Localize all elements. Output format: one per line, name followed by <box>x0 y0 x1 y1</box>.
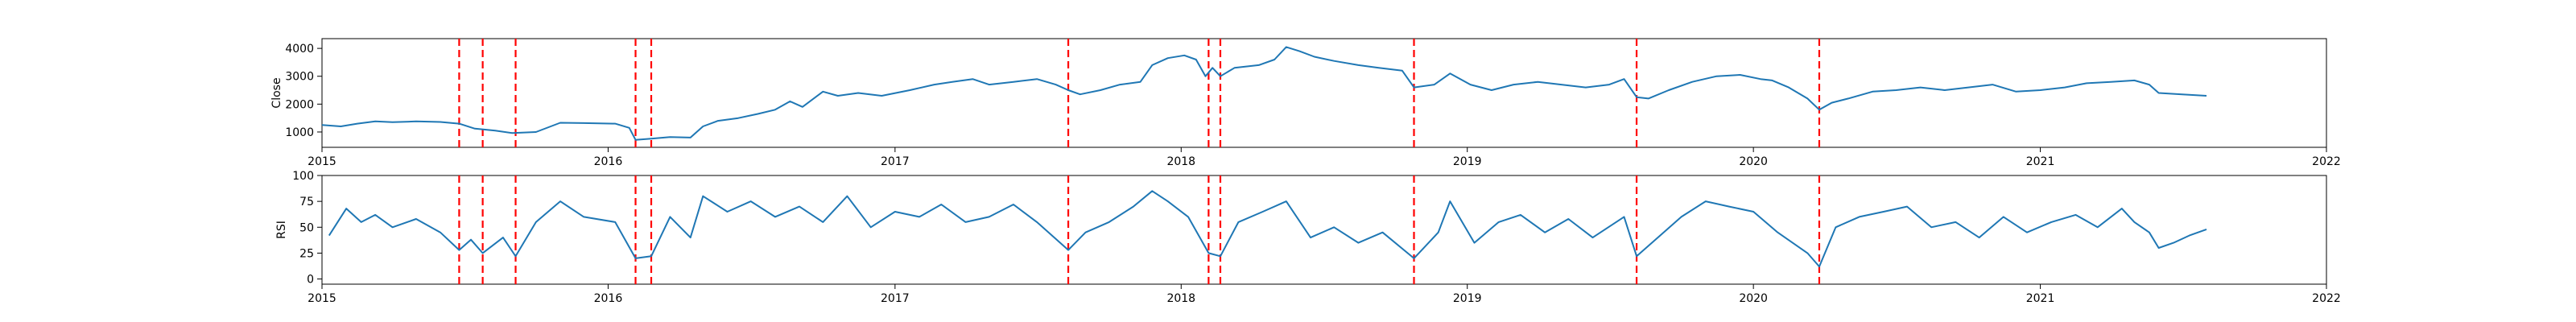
close-y-tick-label-3000: 3000 <box>285 71 314 84</box>
close-x-tick-label-2017: 2017 <box>881 155 910 168</box>
rsi-x-tick-label-2019: 2019 <box>1453 292 1482 305</box>
close-y-axis-label: Close <box>270 77 283 108</box>
rsi-y-tick-label-25: 25 <box>299 247 314 260</box>
close-y-tick-label-2000: 2000 <box>285 98 314 111</box>
rsi-y-tick-label-75: 75 <box>299 196 314 208</box>
rsi-y-axis-label: RSI <box>275 221 288 239</box>
close-y-axis: 1000 2000 3000 4000 <box>285 43 322 139</box>
close-y-tick-label-4000: 4000 <box>285 43 314 56</box>
rsi-y-tick-label-50: 50 <box>299 221 314 234</box>
rsi-x-tick-label-2016: 2016 <box>594 292 623 305</box>
rsi-series <box>328 190 2207 268</box>
close-x-tick-label-2022: 2022 <box>2312 155 2341 168</box>
close-x-tick-label-2018: 2018 <box>1166 155 1195 168</box>
close-x-tick-label-2021: 2021 <box>2026 155 2055 168</box>
close-plot-frame <box>321 38 2327 148</box>
rsi-x-tick-label-2015: 2015 <box>308 292 336 305</box>
close-price-chart: 2015 2016 2017 2018 2019 2020 2021 2022 1000 200… <box>270 38 2341 168</box>
rsi-y-axis: 0 25 50 75 100 <box>292 170 322 287</box>
close-x-tick-label-2020: 2020 <box>1739 155 1768 168</box>
close-event-lines <box>458 39 1821 147</box>
close-x-tick-label-2016: 2016 <box>594 155 623 168</box>
close-series <box>321 46 2207 141</box>
close-x-tick-label-2015: 2015 <box>308 155 336 168</box>
close-x-axis: 2015 2016 2017 2018 2019 2020 2021 2022 <box>308 147 2341 168</box>
rsi-series-line <box>328 190 2207 268</box>
rsi-chart: 2015 2016 2017 2018 2019 2020 2021 2022 0 25 50 75… <box>275 170 2341 305</box>
rsi-x-tick-label-2020: 2020 <box>1739 292 1768 305</box>
rsi-y-tick-label-0: 0 <box>307 274 314 287</box>
rsi-x-axis: 2015 2016 2017 2018 2019 2020 2021 2022 <box>308 284 2341 305</box>
rsi-x-tick-label-2021: 2021 <box>2026 292 2055 305</box>
rsi-x-tick-label-2017: 2017 <box>881 292 910 305</box>
rsi-x-tick-label-2022: 2022 <box>2312 292 2341 305</box>
close-y-tick-label-1000: 1000 <box>285 126 314 139</box>
rsi-plot-frame <box>321 175 2327 285</box>
rsi-x-tick-label-2018: 2018 <box>1166 292 1195 305</box>
close-series-line <box>321 46 2207 141</box>
rsi-y-tick-label-100: 100 <box>292 170 314 183</box>
close-x-tick-label-2019: 2019 <box>1453 155 1482 168</box>
